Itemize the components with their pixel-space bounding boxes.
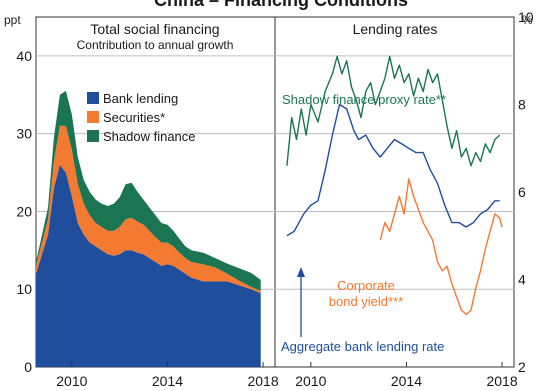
y-tick-label-left: 30 bbox=[16, 126, 32, 142]
label-corporate-bond-yield-line2: bond yield*** bbox=[329, 294, 403, 309]
y-tick-label-right: 4 bbox=[518, 272, 526, 288]
x-tick-label: 2018 bbox=[247, 373, 278, 389]
y-tick-label-left: 10 bbox=[16, 281, 32, 297]
legend-swatch-shadow-finance bbox=[87, 130, 99, 142]
label-corporate-bond-yield-line1: Corporate bbox=[337, 278, 395, 293]
line-aggregate-bank-lending-rate bbox=[286, 103, 500, 237]
line-shadow-finance-proxy-rate bbox=[286, 55, 501, 167]
legend-label-securities: Securities* bbox=[103, 110, 165, 125]
y-tick-label-left: 20 bbox=[16, 203, 32, 219]
area-securities bbox=[36, 125, 261, 294]
right-panel-title: Lending rates bbox=[353, 21, 438, 37]
legend-swatch-securities bbox=[87, 111, 99, 123]
legend-label-shadow-finance: Shadow finance bbox=[103, 129, 196, 144]
legend-swatch-bank-lending bbox=[87, 92, 99, 104]
chart-title: China – Financing Conditions bbox=[154, 0, 408, 10]
area-shadow-finance bbox=[36, 90, 261, 291]
left-units-label: ppt bbox=[4, 13, 21, 27]
x-tick-label: 2010 bbox=[56, 373, 87, 389]
left-panel-title: Total social financing bbox=[90, 21, 219, 37]
right-units-label: % bbox=[522, 13, 533, 27]
legend-label-bank-lending: Bank lending bbox=[103, 91, 178, 106]
label-aggregate-bank-lending-rate: Aggregate bank lending rate bbox=[281, 339, 444, 354]
label-shadow-proxy-rate: Shadow finance proxy rate** bbox=[282, 92, 446, 107]
legend: Bank lending Securities* Shadow finance bbox=[87, 91, 196, 144]
y-tick-label-right: 6 bbox=[518, 184, 526, 200]
y-tick-label-right: 8 bbox=[518, 97, 526, 113]
x-tick-label: 2014 bbox=[391, 373, 422, 389]
y-tick-label-right: 2 bbox=[518, 359, 526, 375]
left-panel-subtitle: Contribution to annual growth bbox=[77, 38, 234, 52]
y-tick-label-left: 40 bbox=[16, 48, 32, 64]
x-tick-label: 2010 bbox=[295, 373, 326, 389]
y-tick-label-left: 0 bbox=[24, 359, 32, 375]
x-tick-label: 2018 bbox=[486, 373, 517, 389]
y-tick-label-right: 10 bbox=[518, 9, 534, 25]
area-bank-lending bbox=[36, 164, 261, 367]
x-tick-label: 2014 bbox=[152, 373, 183, 389]
annotation-arrow-head bbox=[297, 267, 305, 277]
line-corporate-bond-yield bbox=[379, 178, 503, 316]
